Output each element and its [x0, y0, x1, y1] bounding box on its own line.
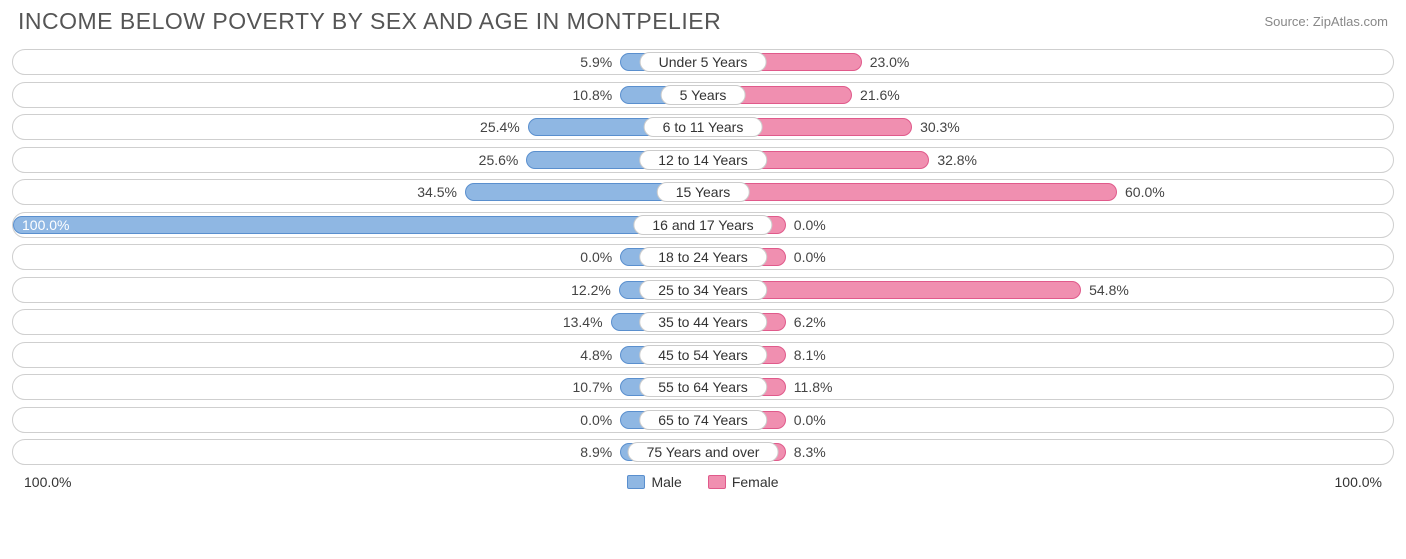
category-label: 6 to 11 Years [644, 117, 763, 137]
category-label: 45 to 54 Years [639, 345, 767, 365]
female-value-label: 8.3% [794, 444, 826, 460]
chart-row: 0.0% 0.0% 18 to 24 Years [12, 244, 1394, 270]
category-label: 5 Years [661, 85, 746, 105]
female-value-label: 21.6% [860, 87, 900, 103]
female-value-label: 54.8% [1089, 282, 1129, 298]
male-value-label: 8.9% [580, 444, 612, 460]
male-value-label: 100.0% [22, 217, 69, 233]
axis-left-max: 100.0% [24, 474, 71, 490]
chart-row: 25.4% 30.3% 6 to 11 Years [12, 114, 1394, 140]
legend-label-male: Male [651, 474, 681, 490]
male-value-label: 34.5% [417, 184, 457, 200]
chart-row: 0.0% 0.0% 65 to 74 Years [12, 407, 1394, 433]
diverging-bar-chart: 5.9% 23.0% Under 5 Years 10.8% 21.6% 5 Years 2… [0, 49, 1406, 465]
male-value-label: 10.8% [573, 87, 613, 103]
male-value-label: 0.0% [580, 412, 612, 428]
source-attribution: Source: ZipAtlas.com [1264, 14, 1388, 29]
chart-row: 34.5% 60.0% 15 Years [12, 179, 1394, 205]
header: INCOME BELOW POVERTY BY SEX AND AGE IN M… [0, 0, 1406, 49]
chart-row: 100.0% 0.0% 16 and 17 Years [12, 212, 1394, 238]
chart-row: 13.4% 6.2% 35 to 44 Years [12, 309, 1394, 335]
chart-row: 5.9% 23.0% Under 5 Years [12, 49, 1394, 75]
female-value-label: 32.8% [937, 152, 977, 168]
category-label: 55 to 64 Years [639, 377, 767, 397]
axis-footer: 100.0% Male Female 100.0% [0, 472, 1406, 490]
chart-row: 10.8% 21.6% 5 Years [12, 82, 1394, 108]
female-value-label: 0.0% [794, 249, 826, 265]
category-label: 75 Years and over [628, 442, 779, 462]
category-label: 12 to 14 Years [639, 150, 767, 170]
female-value-label: 60.0% [1125, 184, 1165, 200]
chart-title: INCOME BELOW POVERTY BY SEX AND AGE IN M… [18, 8, 721, 35]
axis-right-max: 100.0% [1335, 474, 1382, 490]
female-value-label: 8.1% [794, 347, 826, 363]
chart-row: 25.6% 32.8% 12 to 14 Years [12, 147, 1394, 173]
female-value-label: 23.0% [870, 54, 910, 70]
category-label: 18 to 24 Years [639, 247, 767, 267]
female-value-label: 0.0% [794, 217, 826, 233]
male-value-label: 25.6% [479, 152, 519, 168]
legend-swatch-female [708, 475, 726, 489]
chart-row: 4.8% 8.1% 45 to 54 Years [12, 342, 1394, 368]
chart-row: 12.2% 54.8% 25 to 34 Years [12, 277, 1394, 303]
category-label: 65 to 74 Years [639, 410, 767, 430]
chart-row: 10.7% 11.8% 55 to 64 Years [12, 374, 1394, 400]
male-bar: 100.0% [13, 216, 703, 234]
legend-label-female: Female [732, 474, 779, 490]
male-value-label: 0.0% [580, 249, 612, 265]
female-value-label: 6.2% [794, 314, 826, 330]
legend-item-female: Female [708, 474, 779, 490]
legend-swatch-male [627, 475, 645, 489]
male-value-label: 12.2% [571, 282, 611, 298]
category-label: 15 Years [657, 182, 750, 202]
male-value-label: 4.8% [580, 347, 612, 363]
female-value-label: 0.0% [794, 412, 826, 428]
female-value-label: 30.3% [920, 119, 960, 135]
category-label: 25 to 34 Years [639, 280, 767, 300]
chart-row: 8.9% 8.3% 75 Years and over [12, 439, 1394, 465]
male-value-label: 25.4% [480, 119, 520, 135]
category-label: 16 and 17 Years [633, 215, 772, 235]
female-bar [703, 183, 1117, 201]
legend: Male Female [627, 474, 778, 490]
legend-item-male: Male [627, 474, 681, 490]
male-value-label: 5.9% [580, 54, 612, 70]
male-value-label: 10.7% [573, 379, 613, 395]
female-value-label: 11.8% [794, 379, 833, 395]
category-label: 35 to 44 Years [639, 312, 767, 332]
male-value-label: 13.4% [563, 314, 603, 330]
category-label: Under 5 Years [640, 52, 767, 72]
